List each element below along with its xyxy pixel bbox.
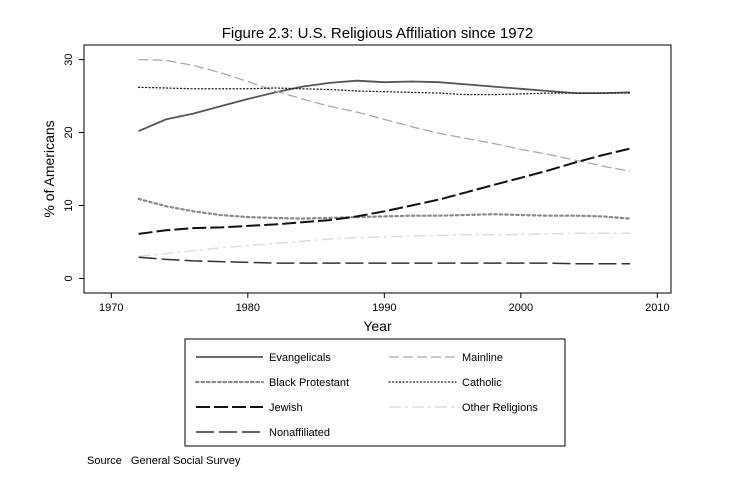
legend-box bbox=[184, 338, 566, 447]
plot-frame bbox=[83, 44, 672, 294]
source-text: General Social Survey bbox=[130, 455, 241, 467]
x-tick-label: 2010 bbox=[645, 302, 669, 314]
legend-label-mainline: Mainline bbox=[462, 352, 503, 364]
legend-label-black-protestant: Black Protestant bbox=[269, 377, 349, 389]
series-line-catholic bbox=[137, 86, 631, 96]
series-line-black-protestant bbox=[137, 197, 632, 220]
y-tick-label: 10 bbox=[63, 199, 75, 211]
series-line-evangelicals bbox=[138, 79, 631, 132]
x-tick-label: 1990 bbox=[372, 302, 396, 314]
y-tick-label: 20 bbox=[63, 126, 75, 138]
source-label: Source bbox=[87, 455, 122, 467]
legend-label-evangelicals: Evangelicals bbox=[269, 352, 331, 364]
x-tick-label: 1980 bbox=[236, 302, 260, 314]
legend-label-catholic: Catholic bbox=[462, 377, 502, 389]
y-tick-label: 0 bbox=[63, 275, 75, 281]
x-tick-label: 2000 bbox=[509, 302, 533, 314]
source-note: Source General Social Survey bbox=[87, 455, 246, 467]
y-tick-label: 30 bbox=[63, 53, 75, 65]
x-tick-label: 1970 bbox=[99, 302, 123, 314]
series-line-other-religions bbox=[138, 232, 630, 258]
series-line-jewish bbox=[138, 147, 631, 235]
legend-label-nonaffiliated: Nonaffiliated bbox=[269, 427, 330, 439]
legend-label-jewish: Jewish bbox=[269, 402, 303, 414]
chart-title: Figure 2.3: U.S. Religious Affiliation s… bbox=[222, 25, 534, 42]
legend-label-other-religions: Other Religions bbox=[462, 402, 538, 414]
series-line-nonaffiliated bbox=[138, 256, 630, 265]
x-axis-label: Year bbox=[363, 318, 392, 334]
y-axis-label: % of Americans bbox=[41, 120, 57, 217]
series-line-mainline bbox=[138, 58, 631, 172]
